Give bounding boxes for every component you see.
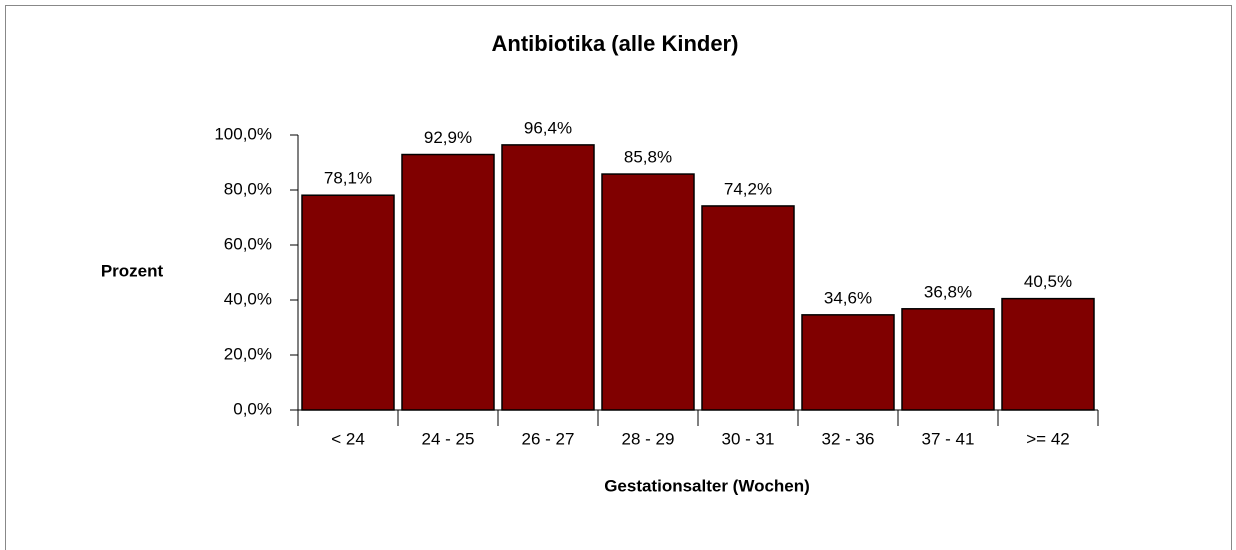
data-label: 36,8% bbox=[924, 282, 972, 301]
x-tick-label: 26 - 27 bbox=[522, 429, 575, 448]
bar bbox=[1001, 297, 1095, 411]
x-tick-label: >= 42 bbox=[1026, 429, 1070, 448]
y-tick-label: 20,0% bbox=[224, 344, 272, 363]
x-tick-label: 37 - 41 bbox=[922, 429, 975, 448]
data-label: 74,2% bbox=[724, 179, 772, 198]
data-label: 78,1% bbox=[324, 169, 372, 188]
y-tick-label: 80,0% bbox=[224, 179, 272, 198]
bar bbox=[801, 314, 895, 411]
x-tick-label: 30 - 31 bbox=[722, 429, 775, 448]
y-axis-label: Prozent bbox=[101, 261, 164, 280]
x-axis-label: Gestationsalter (Wochen) bbox=[604, 476, 810, 495]
x-tick-label: 24 - 25 bbox=[422, 429, 475, 448]
data-label: 92,9% bbox=[424, 128, 472, 147]
bar bbox=[701, 205, 795, 411]
x-tick-label: 28 - 29 bbox=[622, 429, 675, 448]
chart-title: Antibiotika (alle Kinder) bbox=[492, 31, 739, 56]
data-label: 40,5% bbox=[1024, 272, 1072, 291]
y-tick-label: 40,0% bbox=[224, 289, 272, 308]
y-tick-label: 60,0% bbox=[224, 234, 272, 253]
bar bbox=[901, 308, 995, 411]
y-tick-label: 100,0% bbox=[214, 124, 272, 143]
bar bbox=[301, 194, 395, 411]
y-tick-label: 0,0% bbox=[233, 399, 272, 418]
data-label: 96,4% bbox=[524, 118, 572, 137]
x-tick-label: 32 - 36 bbox=[822, 429, 875, 448]
bar bbox=[401, 153, 495, 411]
x-tick-label: < 24 bbox=[331, 429, 365, 448]
data-label: 34,6% bbox=[824, 288, 872, 307]
data-label: 85,8% bbox=[624, 148, 672, 167]
bar bbox=[601, 173, 695, 411]
bar bbox=[501, 144, 595, 411]
